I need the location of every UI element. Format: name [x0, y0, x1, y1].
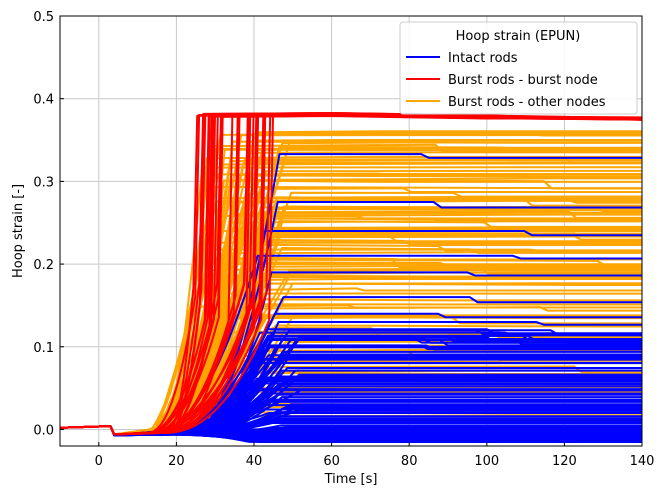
- series-burst-node: [60, 111, 642, 436]
- y-axis: 0.0 0.1 0.2 0.3 0.4 0.5: [33, 10, 64, 438]
- y-axis-label: Hoop strain [-]: [11, 184, 26, 278]
- series-line-burst-node: [60, 112, 642, 436]
- x-tick-label: 0: [95, 454, 103, 469]
- x-tick-label: 40: [246, 454, 263, 469]
- y-tick-label: 0.0: [33, 423, 54, 438]
- x-tick-label: 20: [168, 454, 185, 469]
- plot-frame: [59, 15, 643, 447]
- y-tick-label: 0.3: [33, 175, 54, 190]
- legend-label-other-nodes: Burst rods - other nodes: [448, 95, 606, 110]
- x-axis: 0 20 40 60 80 100 120 140: [95, 442, 655, 469]
- y-tick-label: 0.2: [33, 258, 54, 273]
- legend-box: [399, 21, 638, 115]
- x-tick-label: 60: [323, 454, 340, 469]
- plot-area: [60, 111, 642, 443]
- legend-label-intact: Intact rods: [448, 51, 518, 66]
- legend-label-burst-node: Burst rods - burst node: [448, 73, 598, 88]
- x-tick-label: 100: [474, 454, 499, 469]
- x-tick-label: 120: [552, 454, 577, 469]
- legend: Hoop strain (EPUN) Intact rods Burst rod…: [399, 21, 638, 115]
- x-tick-label: 140: [630, 454, 655, 469]
- series-line-intact-rods: [60, 345, 642, 437]
- legend-title: Hoop strain (EPUN): [456, 29, 581, 44]
- y-tick-label: 0.5: [33, 10, 54, 25]
- y-tick-label: 0.4: [33, 93, 54, 108]
- x-tick-label: 80: [401, 454, 418, 469]
- x-axis-label: Time [s]: [324, 472, 378, 487]
- y-tick-label: 0.1: [33, 341, 54, 356]
